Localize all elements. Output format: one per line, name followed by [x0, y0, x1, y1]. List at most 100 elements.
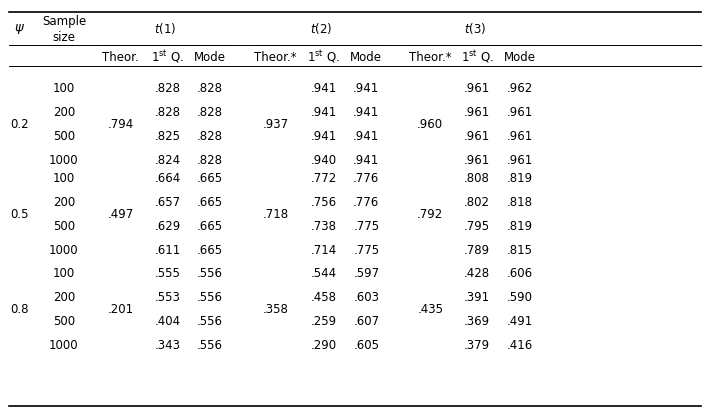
Text: 500: 500: [53, 129, 75, 142]
Text: .553: .553: [155, 290, 180, 303]
Text: Theor.*: Theor.*: [254, 50, 297, 64]
Text: .776: .776: [354, 171, 379, 184]
Text: .664: .664: [155, 171, 180, 184]
Text: .428: .428: [464, 266, 490, 279]
Text: .819: .819: [507, 171, 532, 184]
Text: Mode: Mode: [503, 50, 536, 64]
Text: .940: .940: [311, 153, 337, 166]
Text: .404: .404: [155, 314, 180, 327]
Text: .259: .259: [311, 314, 337, 327]
Text: 500: 500: [53, 314, 75, 327]
Text: .941: .941: [354, 81, 379, 95]
Text: .556: .556: [197, 266, 223, 279]
Text: .794: .794: [108, 117, 133, 131]
Text: .818: .818: [507, 195, 532, 208]
Text: .828: .828: [155, 81, 180, 95]
Text: .556: .556: [197, 338, 223, 351]
Text: .435: .435: [417, 302, 443, 315]
Text: size: size: [53, 31, 75, 44]
Text: .605: .605: [354, 338, 379, 351]
Text: .544: .544: [311, 266, 337, 279]
Text: .556: .556: [197, 314, 223, 327]
Text: .961: .961: [464, 105, 490, 119]
Text: .828: .828: [197, 81, 223, 95]
Text: 500: 500: [53, 219, 75, 232]
Text: 200: 200: [53, 105, 75, 119]
Text: .756: .756: [311, 195, 337, 208]
Text: .961: .961: [464, 81, 490, 95]
Text: .290: .290: [311, 338, 337, 351]
Text: .825: .825: [155, 129, 180, 142]
Text: $t(2)$: $t(2)$: [310, 21, 332, 36]
Text: .789: .789: [464, 243, 490, 256]
Text: .776: .776: [354, 195, 379, 208]
Text: .792: .792: [417, 207, 443, 220]
Text: 200: 200: [53, 290, 75, 303]
Text: .665: .665: [197, 219, 223, 232]
Text: .961: .961: [464, 129, 490, 142]
Text: .795: .795: [464, 219, 490, 232]
Text: .775: .775: [354, 219, 379, 232]
Text: .379: .379: [464, 338, 490, 351]
Text: .941: .941: [354, 129, 379, 142]
Text: $\psi$: $\psi$: [14, 22, 26, 36]
Text: 0.2: 0.2: [11, 117, 29, 131]
Text: Theor.*: Theor.*: [409, 50, 452, 64]
Text: .941: .941: [311, 105, 337, 119]
Text: .606: .606: [507, 266, 532, 279]
Text: .824: .824: [155, 153, 180, 166]
Text: .718: .718: [263, 207, 288, 220]
Text: 0.5: 0.5: [11, 207, 29, 220]
Text: Sample: Sample: [42, 15, 86, 28]
Text: $t(3)$: $t(3)$: [464, 21, 486, 36]
Text: .201: .201: [108, 302, 133, 315]
Text: .497: .497: [108, 207, 133, 220]
Text: .629: .629: [155, 219, 180, 232]
Text: .611: .611: [155, 243, 180, 256]
Text: .961: .961: [507, 105, 532, 119]
Text: 100: 100: [53, 81, 75, 95]
Text: .828: .828: [197, 105, 223, 119]
Text: .828: .828: [197, 153, 223, 166]
Text: 1$^{\rm st}$ Q.: 1$^{\rm st}$ Q.: [307, 49, 340, 65]
Text: Mode: Mode: [194, 50, 226, 64]
Text: .962: .962: [507, 81, 532, 95]
Text: .607: .607: [354, 314, 379, 327]
Text: .961: .961: [507, 153, 532, 166]
Text: $t(1)$: $t(1)$: [154, 21, 177, 36]
Text: .458: .458: [311, 290, 337, 303]
Text: .369: .369: [464, 314, 490, 327]
Text: .416: .416: [507, 338, 532, 351]
Text: 1$^{\rm st}$ Q.: 1$^{\rm st}$ Q.: [151, 49, 184, 65]
Text: 100: 100: [53, 171, 75, 184]
Text: .714: .714: [311, 243, 337, 256]
Text: .941: .941: [311, 129, 337, 142]
Text: .775: .775: [354, 243, 379, 256]
Text: .597: .597: [354, 266, 379, 279]
Text: .828: .828: [197, 129, 223, 142]
Text: .491: .491: [507, 314, 532, 327]
Text: .665: .665: [197, 243, 223, 256]
Text: .802: .802: [464, 195, 490, 208]
Text: .808: .808: [464, 171, 490, 184]
Text: .657: .657: [155, 195, 180, 208]
Text: .665: .665: [197, 195, 223, 208]
Text: .391: .391: [464, 290, 490, 303]
Text: .343: .343: [155, 338, 180, 351]
Text: 1000: 1000: [49, 338, 79, 351]
Text: .961: .961: [464, 153, 490, 166]
Text: .772: .772: [311, 171, 337, 184]
Text: 100: 100: [53, 266, 75, 279]
Text: .941: .941: [354, 105, 379, 119]
Text: .556: .556: [197, 290, 223, 303]
Text: Mode: Mode: [350, 50, 383, 64]
Text: 1000: 1000: [49, 153, 79, 166]
Text: .941: .941: [311, 81, 337, 95]
Text: .941: .941: [354, 153, 379, 166]
Text: Theor.: Theor.: [102, 50, 139, 64]
Text: .819: .819: [507, 219, 532, 232]
Text: .815: .815: [507, 243, 532, 256]
Text: 0.8: 0.8: [11, 302, 29, 315]
Text: .603: .603: [354, 290, 379, 303]
Text: .961: .961: [507, 129, 532, 142]
